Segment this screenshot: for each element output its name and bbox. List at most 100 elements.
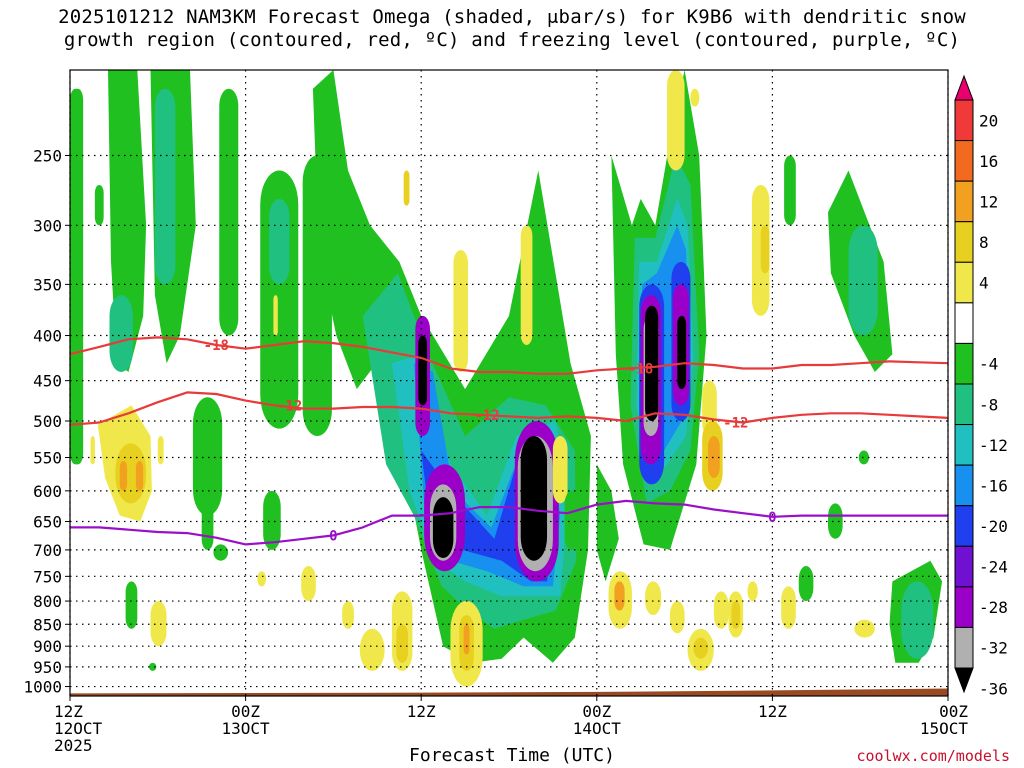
contour-label-dgz-minus18-0: -18 bbox=[204, 338, 229, 354]
colorbar-label-2: 12 bbox=[979, 192, 998, 211]
y-tick-label-550: 550 bbox=[33, 449, 62, 468]
colorbar-box-13 bbox=[954, 626, 974, 669]
y-axis: 250 300 350 400 450 500 550 600 650 700 750 800 850 9… bbox=[23, 146, 70, 697]
omega-gold-low-45h bbox=[731, 601, 741, 629]
x-tick-label-36-0: 00Z bbox=[582, 702, 611, 721]
contour-label-freezing-level-0-1: 0 bbox=[768, 510, 776, 526]
omega-green-dot-10h bbox=[213, 544, 229, 561]
omega-gold-col-47h bbox=[760, 225, 770, 274]
colorbar-label-5: -4 bbox=[979, 355, 998, 374]
omega-orange-core-3a bbox=[119, 460, 128, 491]
y-tick-label-850: 850 bbox=[33, 615, 62, 634]
omega-green-dot-54h bbox=[858, 450, 869, 465]
y-tick-label-600: 600 bbox=[33, 482, 62, 501]
omega-yellow-col-31h bbox=[520, 225, 533, 345]
x-tick-label-12-0: 00Z bbox=[231, 702, 260, 721]
colorbar-label-12: -32 bbox=[979, 639, 1008, 658]
contour-label-dgz-minus12-2: -12 bbox=[723, 416, 748, 432]
x-tick-label-12-1: 13OCT bbox=[222, 719, 271, 738]
colorbar-label-8: -16 bbox=[979, 476, 1008, 495]
y-tick-label-400: 400 bbox=[33, 327, 62, 346]
colorbar-top-arrow bbox=[954, 74, 974, 101]
y-tick-label-1000: 1000 bbox=[23, 678, 62, 697]
x-axis-label: Forecast Time (UTC) bbox=[409, 745, 615, 766]
contour-label-dgz-minus12-0: -12 bbox=[277, 398, 302, 414]
omega-teal-col-14h bbox=[269, 198, 290, 285]
omega-black-col-24h bbox=[418, 335, 428, 406]
y-tick-label-750: 750 bbox=[33, 567, 62, 586]
x-tick-label-48-0: 12Z bbox=[758, 702, 787, 721]
colorbar-label-10: -24 bbox=[979, 558, 1008, 577]
omega-gold-low-43h bbox=[693, 637, 709, 659]
y-tick-label-300: 300 bbox=[33, 216, 62, 235]
omega-yellow-low-49h bbox=[781, 586, 796, 629]
omega-teal-right-54h bbox=[848, 225, 878, 336]
omega-teal-lowright bbox=[901, 581, 934, 659]
chart-title-line-1: 2025101212 NAM3KM Forecast Omega (shaded… bbox=[58, 6, 966, 28]
omega-green-right-36h bbox=[596, 464, 619, 582]
x-tick-label-0-2: 2025 bbox=[54, 736, 93, 755]
colorbar-label-0: 20 bbox=[979, 111, 998, 130]
y-tick-label-350: 350 bbox=[33, 275, 62, 294]
omega-green-col-9h bbox=[192, 397, 223, 516]
omega-gold-low-22h bbox=[396, 624, 409, 663]
colorbar-box-5 bbox=[954, 302, 974, 344]
omega-orange-right-44h bbox=[708, 436, 720, 478]
x-tick-label-36-1: 14OCT bbox=[573, 719, 622, 738]
y-tick-label-500: 500 bbox=[33, 412, 62, 431]
omega-orange-low-37h bbox=[614, 581, 625, 611]
colorbar-box-3 bbox=[954, 221, 974, 263]
omega-green-low-13h bbox=[263, 490, 281, 550]
colorbar-label-3: 8 bbox=[979, 233, 989, 252]
x-tick-label-24-0: 12Z bbox=[407, 702, 436, 721]
omega-green-dot-5h bbox=[149, 662, 157, 671]
y-tick-label-950: 950 bbox=[33, 658, 62, 677]
omega-yellow-low-54h bbox=[854, 619, 875, 638]
contour-label-freezing-level-0-0: 0 bbox=[329, 528, 337, 544]
omega-yellow-dot-6h bbox=[157, 436, 164, 465]
omega-yellow-low-41h bbox=[669, 601, 685, 634]
colorbar-label-7: -12 bbox=[979, 436, 1008, 455]
x-tick-label-0-0: 12Z bbox=[54, 702, 83, 721]
colorbar-box-10 bbox=[954, 505, 974, 547]
omega-teal-col-3h bbox=[109, 295, 133, 373]
omega-green-low-50h bbox=[798, 565, 814, 602]
y-tick-label-700: 700 bbox=[33, 541, 62, 560]
omega-teal-col-7h bbox=[154, 88, 176, 285]
omega-green-low-9h bbox=[201, 464, 214, 550]
omega-orange-core-3b bbox=[135, 460, 144, 491]
omega-black-core-25h bbox=[432, 497, 454, 559]
omega-green-col-11h bbox=[219, 88, 239, 336]
y-tick-label-250: 250 bbox=[33, 146, 62, 165]
omega-yellow-dot-14h bbox=[273, 295, 278, 336]
x-tick-label-0-1: 12OCT bbox=[54, 719, 103, 738]
omega-orange-low-27h bbox=[463, 624, 470, 655]
contour-freezing-level-0 bbox=[70, 499, 948, 546]
omega-yellow-low-44h bbox=[713, 591, 729, 629]
x-tick-label-60-0: 00Z bbox=[939, 702, 968, 721]
chart-title-line-2: growth region (contoured, red, ºC) and f… bbox=[63, 29, 961, 51]
omega-green-col-34h bbox=[564, 490, 580, 550]
colorbar-label-11: -28 bbox=[979, 598, 1008, 617]
omega-yellow-low-6h bbox=[150, 601, 167, 647]
y-tick-label-800: 800 bbox=[33, 592, 62, 611]
colorbar-box-8 bbox=[954, 424, 974, 466]
colorbar-box-6 bbox=[954, 342, 974, 385]
colorbar-box-11 bbox=[954, 545, 974, 588]
omega-gold-dot-23h bbox=[403, 170, 410, 206]
omega-yellow-col-26h bbox=[453, 250, 469, 373]
omega-yellow-low-16h bbox=[301, 565, 316, 602]
colorbar-box-9 bbox=[954, 464, 974, 507]
y-tick-label-450: 450 bbox=[33, 372, 62, 391]
omega-black-right-42h bbox=[677, 315, 687, 390]
y-tick-label-900: 900 bbox=[33, 637, 62, 656]
colorbar-box-0 bbox=[954, 99, 974, 142]
colorbar-label-4: 4 bbox=[979, 274, 989, 293]
y-tick-label-650: 650 bbox=[33, 513, 62, 532]
omega-yellow-col-33h bbox=[552, 436, 568, 504]
colorbar-label-9: -20 bbox=[979, 517, 1008, 536]
omega-yellow-low-46h bbox=[747, 581, 758, 602]
omega-yellow-dot-1h bbox=[90, 436, 95, 465]
